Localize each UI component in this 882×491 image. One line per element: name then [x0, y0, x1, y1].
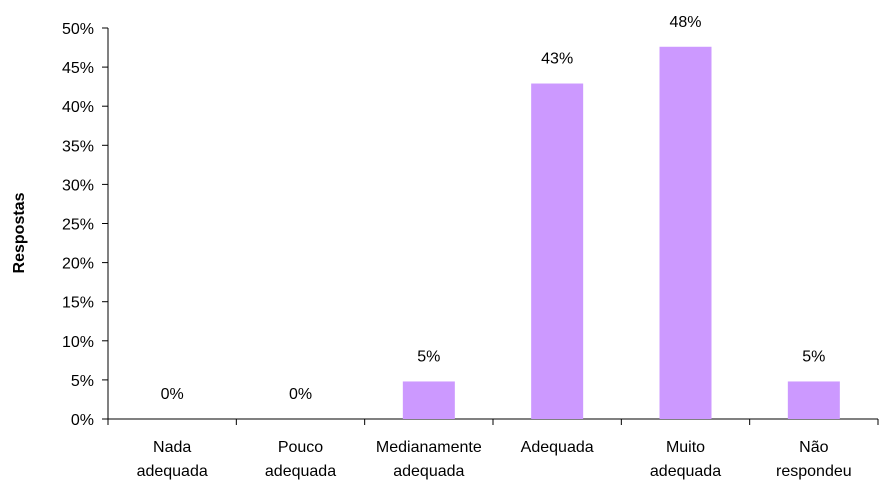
data-label: 0%	[161, 386, 184, 403]
y-tick-label: 35%	[62, 138, 94, 155]
y-tick-label: 10%	[62, 334, 94, 351]
y-tick-label: 30%	[62, 177, 94, 194]
data-label: 5%	[417, 348, 440, 365]
data-label: 48%	[669, 14, 701, 31]
data-label: 5%	[802, 348, 825, 365]
x-axis: Nada adequada Pouco adequada Medianamente ade…	[107, 418, 879, 480]
bar	[531, 83, 584, 419]
y-tick-label: 50%	[62, 21, 94, 38]
bar	[659, 46, 712, 419]
data-labels: 0% 0% 5% 43% 48% 5%	[161, 14, 826, 403]
y-axis-title: Respostas	[11, 192, 28, 273]
bar	[402, 381, 455, 419]
y-tick-label: 25%	[62, 217, 94, 234]
y-tick-label: 40%	[62, 99, 94, 116]
bars	[402, 46, 840, 419]
x-tick-label: Pouco adequada	[265, 439, 336, 480]
x-tick-label: Medianamente adequada	[376, 439, 482, 480]
y-tick-label: 15%	[62, 295, 94, 312]
y-tick-label: 0%	[71, 412, 94, 429]
x-tick-label: Não respondeu	[776, 439, 852, 480]
x-tick-label: Muito adequada	[650, 439, 721, 480]
data-label: 0%	[289, 386, 312, 403]
y-tick-label: 45%	[62, 60, 94, 77]
y-axis: 0% 5% 10% 15% 20% 25% 30% 35% 40% 45% 50%	[62, 21, 109, 429]
bar	[787, 381, 840, 419]
x-tick-label: Nada adequada	[137, 439, 208, 480]
x-tick-label: Adequada	[521, 439, 594, 456]
data-label: 43%	[541, 51, 573, 68]
y-tick-label: 20%	[62, 256, 94, 273]
y-tick-label: 5%	[71, 373, 94, 390]
